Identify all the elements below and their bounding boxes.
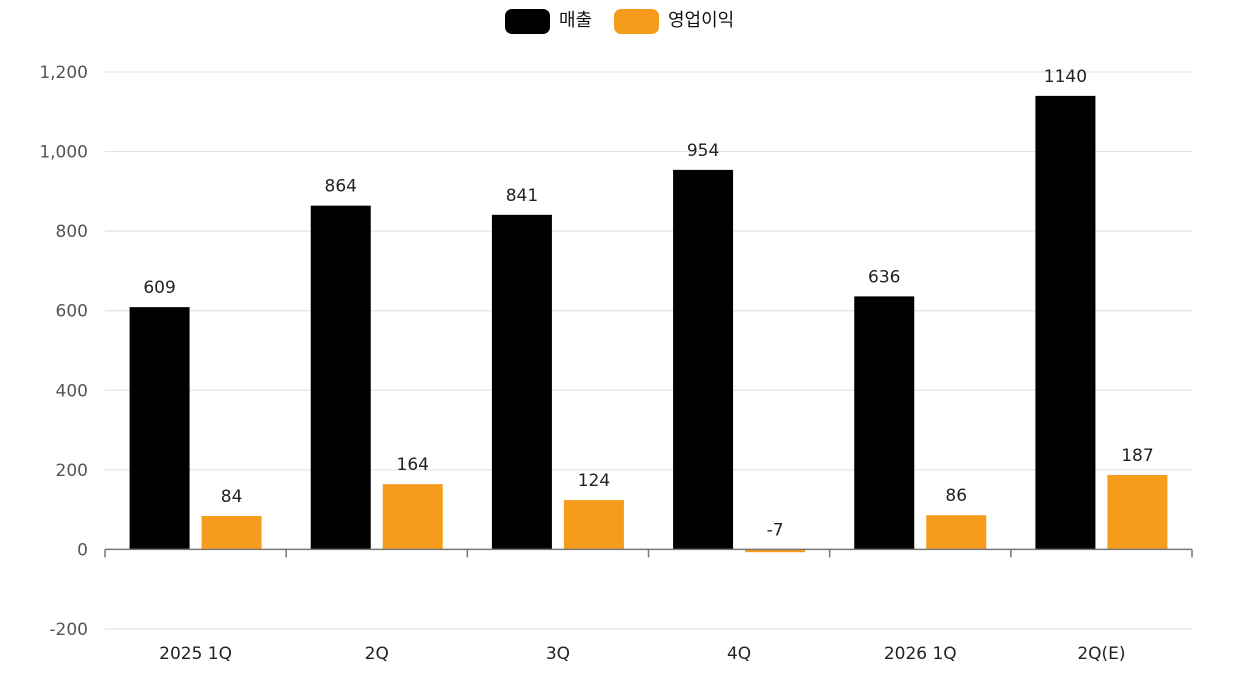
bar-revenue: [129, 307, 190, 550]
data-label: 609: [143, 278, 175, 298]
bars-group: [129, 95, 1168, 553]
data-labels-group: 609 84 864 164 841 124 954 -7 636 86 1140 187: [143, 67, 1153, 541]
bar-operating-profit: [563, 500, 624, 550]
data-label: 841: [506, 186, 538, 206]
data-label: 164: [397, 455, 429, 475]
bar-revenue: [1035, 95, 1096, 550]
x-tick-label: 4Q: [727, 644, 751, 664]
y-tick-label: 1,200: [39, 63, 88, 83]
x-tick-label: 2Q: [365, 644, 389, 664]
legend-label: 매출: [559, 10, 592, 31]
data-label: 187: [1121, 446, 1153, 466]
data-label: 86: [945, 486, 967, 506]
y-axis-ticks: -200 0 200 400 600 800 1,000 1,200: [39, 63, 88, 640]
x-tick-label: 2Q(E): [1077, 644, 1125, 664]
y-tick-label: 800: [56, 222, 88, 242]
data-label: 84: [221, 487, 243, 507]
bar-revenue: [491, 214, 552, 550]
bar-revenue: [673, 169, 734, 550]
y-tick-label: 1,000: [39, 143, 88, 163]
legend-label: 영업이익: [668, 10, 734, 31]
y-tick-label: -200: [49, 620, 88, 640]
y-tick-label: 600: [56, 302, 88, 322]
y-tick-label: 0: [77, 540, 88, 560]
x-axis: 2025 1Q 2Q 3Q 4Q 2026 1Q 2Q(E): [104, 548, 1193, 664]
bar-operating-profit: [1107, 475, 1168, 550]
data-label: 954: [687, 141, 719, 161]
bar-operating-profit: [382, 484, 443, 550]
y-tick-label: 200: [56, 461, 88, 481]
grid-lines: [105, 71, 1192, 630]
x-tick-label: 3Q: [546, 644, 570, 664]
legend-swatch: [614, 9, 659, 34]
data-label: -7: [767, 520, 784, 540]
data-label: 864: [325, 177, 357, 197]
data-label: 124: [578, 471, 610, 491]
bar-revenue: [854, 296, 915, 550]
chart-legend: 매출 영업이익: [505, 9, 734, 34]
bar-operating-profit: [926, 515, 987, 550]
x-tick-label: 2026 1Q: [884, 644, 957, 664]
bar-operating-profit: [201, 516, 262, 550]
bar-operating-profit: [745, 549, 806, 553]
data-label: 636: [868, 267, 900, 287]
y-tick-label: 400: [56, 381, 88, 401]
x-tick-label: 2025 1Q: [159, 644, 232, 664]
legend-swatch: [505, 9, 550, 34]
bar-revenue: [310, 205, 371, 550]
data-label: 1140: [1044, 67, 1087, 87]
